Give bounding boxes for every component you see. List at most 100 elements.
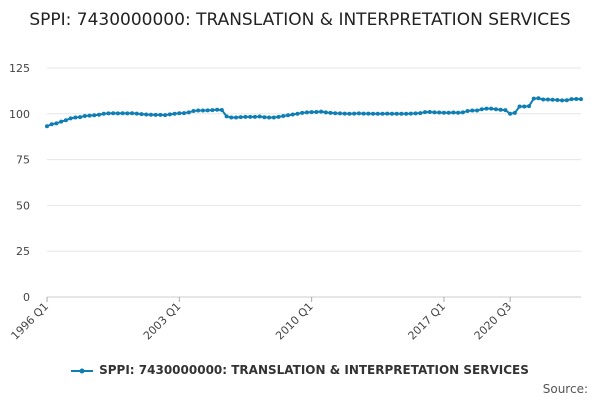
data-point[interactable]	[427, 109, 432, 114]
data-point[interactable]	[73, 115, 78, 120]
data-point[interactable]	[517, 104, 522, 109]
data-point[interactable]	[78, 115, 83, 120]
data-point[interactable]	[545, 97, 550, 102]
data-point[interactable]	[158, 112, 163, 117]
data-point[interactable]	[115, 111, 120, 116]
data-point[interactable]	[215, 107, 220, 112]
data-point[interactable]	[484, 106, 489, 111]
data-point[interactable]	[92, 113, 97, 118]
data-point[interactable]	[148, 112, 153, 117]
data-point[interactable]	[564, 98, 569, 103]
data-point[interactable]	[371, 111, 376, 116]
data-point[interactable]	[111, 111, 116, 116]
data-point[interactable]	[248, 114, 253, 119]
data-point[interactable]	[49, 122, 54, 127]
data-point[interactable]	[451, 110, 456, 115]
data-point[interactable]	[489, 106, 494, 111]
data-point[interactable]	[404, 111, 409, 116]
data-point[interactable]	[172, 111, 177, 116]
data-point[interactable]	[196, 108, 201, 113]
data-point[interactable]	[96, 112, 101, 117]
data-point[interactable]	[234, 115, 239, 120]
data-point[interactable]	[408, 111, 413, 116]
data-point[interactable]	[54, 121, 59, 126]
data-point[interactable]	[163, 113, 168, 118]
data-point[interactable]	[456, 110, 461, 115]
data-point[interactable]	[498, 107, 503, 112]
data-point[interactable]	[177, 111, 182, 116]
data-point[interactable]	[229, 115, 234, 120]
data-point[interactable]	[437, 110, 442, 115]
data-point[interactable]	[508, 111, 513, 116]
data-point[interactable]	[182, 111, 187, 116]
data-point[interactable]	[243, 114, 248, 119]
data-point[interactable]	[224, 114, 229, 119]
data-point[interactable]	[465, 109, 470, 114]
data-point[interactable]	[356, 111, 361, 116]
data-point[interactable]	[286, 113, 291, 118]
data-point[interactable]	[413, 111, 418, 116]
source-label[interactable]: Source:	[542, 382, 588, 396]
data-point[interactable]	[290, 112, 295, 117]
data-point[interactable]	[106, 111, 111, 116]
data-point[interactable]	[333, 111, 338, 116]
data-point[interactable]	[423, 110, 428, 115]
data-point[interactable]	[569, 97, 574, 102]
data-point[interactable]	[380, 111, 385, 116]
data-point[interactable]	[262, 115, 267, 120]
data-point[interactable]	[45, 124, 49, 129]
data-point[interactable]	[63, 118, 68, 123]
data-point[interactable]	[130, 111, 135, 116]
data-point[interactable]	[541, 97, 546, 102]
data-point[interactable]	[394, 111, 399, 116]
data-point[interactable]	[432, 110, 437, 115]
data-point[interactable]	[295, 111, 300, 116]
data-point[interactable]	[560, 98, 565, 103]
data-point[interactable]	[522, 104, 527, 109]
data-point[interactable]	[68, 116, 73, 121]
data-point[interactable]	[493, 107, 498, 112]
data-point[interactable]	[87, 113, 92, 118]
data-point[interactable]	[120, 111, 125, 116]
data-point[interactable]	[550, 97, 555, 102]
data-point[interactable]	[503, 108, 508, 113]
data-point[interactable]	[267, 115, 272, 120]
data-point[interactable]	[342, 111, 347, 116]
data-point[interactable]	[309, 110, 314, 115]
data-point[interactable]	[144, 112, 149, 117]
data-point[interactable]	[347, 111, 352, 116]
data-point[interactable]	[460, 110, 465, 115]
data-point[interactable]	[276, 114, 281, 119]
data-point[interactable]	[219, 107, 224, 112]
data-point[interactable]	[139, 112, 144, 117]
data-point[interactable]	[153, 112, 158, 117]
data-point[interactable]	[281, 113, 286, 118]
data-point[interactable]	[252, 114, 257, 119]
data-point[interactable]	[352, 111, 357, 116]
data-point[interactable]	[574, 96, 579, 101]
data-point[interactable]	[536, 96, 541, 101]
data-point[interactable]	[200, 108, 205, 113]
data-point[interactable]	[389, 111, 394, 116]
data-point[interactable]	[555, 98, 560, 103]
data-point[interactable]	[531, 96, 536, 101]
data-point[interactable]	[59, 119, 64, 124]
data-point[interactable]	[418, 111, 423, 116]
data-point[interactable]	[385, 111, 390, 116]
data-point[interactable]	[512, 110, 517, 115]
data-point[interactable]	[82, 113, 87, 118]
data-point[interactable]	[319, 109, 324, 114]
data-point[interactable]	[479, 107, 484, 112]
data-point[interactable]	[167, 112, 172, 117]
data-point[interactable]	[134, 111, 139, 116]
data-point[interactable]	[314, 109, 319, 114]
data-point[interactable]	[257, 114, 262, 119]
data-point[interactable]	[271, 115, 276, 120]
data-point[interactable]	[441, 110, 446, 115]
data-point[interactable]	[446, 110, 451, 115]
data-point[interactable]	[470, 108, 475, 113]
data-point[interactable]	[399, 111, 404, 116]
data-point[interactable]	[300, 110, 305, 115]
data-point[interactable]	[579, 97, 583, 102]
data-point[interactable]	[328, 110, 333, 115]
